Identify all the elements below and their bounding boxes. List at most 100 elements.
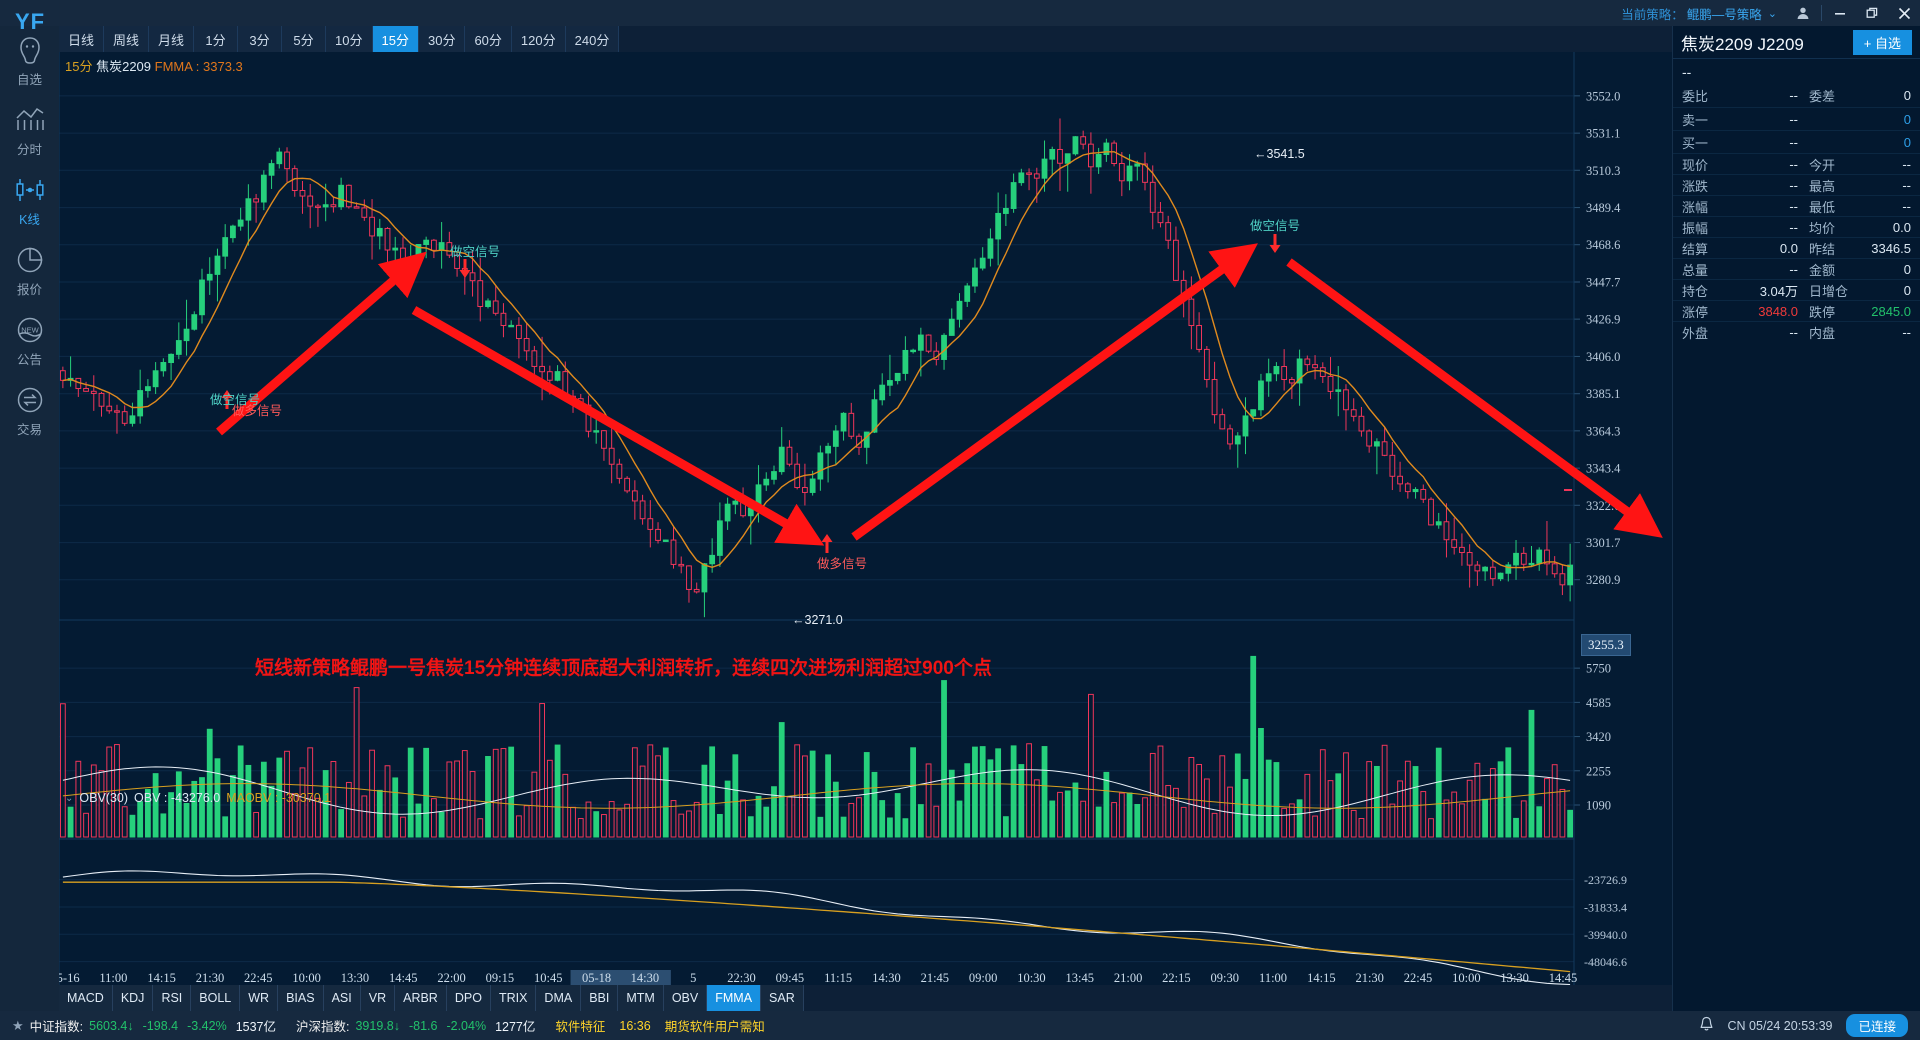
connection-badge: 已连接 xyxy=(1846,1014,1908,1037)
timeframe-tab[interactable]: 月线 xyxy=(149,26,195,52)
quote-label-2: 昨结 xyxy=(1809,241,1836,257)
indicator-tab-bbi[interactable]: BBI xyxy=(581,985,619,1011)
legend-instrument: 焦炭2209 xyxy=(96,59,152,74)
restore-button[interactable] xyxy=(1856,0,1888,26)
indicator-tab-rsi[interactable]: RSI xyxy=(153,985,192,1011)
quote-value: -- xyxy=(1789,111,1798,127)
chevron-down-icon[interactable]: ⌄ xyxy=(1767,7,1777,20)
timeframe-tab[interactable]: 240分 xyxy=(565,26,620,52)
indicator-tab-dpo[interactable]: DPO xyxy=(446,985,491,1011)
time-axis-tick: 11:15 xyxy=(824,971,852,985)
minimize-button[interactable] xyxy=(1824,0,1856,26)
title-bar: 当前策略： 鲲鹏—号策略 ⌄ xyxy=(0,0,1920,26)
obv-line xyxy=(62,870,1571,985)
notice-text[interactable]: 期货软件用户需知 xyxy=(664,1020,765,1034)
indicator-tab-fmma[interactable]: FMMA xyxy=(707,985,762,1011)
add-to-watchlist-button[interactable]: + 自选 xyxy=(1852,29,1912,55)
quote-rows: 委比 -- 委差 0 卖一 -- 0 买一 -- 0 现价 -- 今开 -- 涨跌 -- 最高 -- 涨幅 -- 最低 -… xyxy=(1673,84,1920,342)
indicator-tab-asi[interactable]: ASI xyxy=(323,985,361,1011)
time-axis-tick: 09:30 xyxy=(1210,971,1238,985)
timeframe-tab[interactable]: 60分 xyxy=(465,26,512,52)
short-signal-arrow xyxy=(459,259,471,278)
indicator-tab-obv[interactable]: OBV xyxy=(663,985,708,1011)
timeframe-tab[interactable]: 日线 xyxy=(59,26,105,52)
chart-marker-label: 做多信号 xyxy=(232,403,282,418)
chart-marker-label: ←3271.0 xyxy=(792,613,843,627)
chart-annotation-text: 短线新策略鲲鹏一号焦炭15分钟连续顶底超大利润转折，连续四次进场利润超过900个… xyxy=(255,658,992,679)
indicator-tab-sar[interactable]: SAR xyxy=(761,985,804,1011)
indicator-tab-trix[interactable]: TRIX xyxy=(490,985,537,1011)
time-axis-tick: 13:30 xyxy=(1500,971,1528,985)
close-button[interactable] xyxy=(1888,0,1920,26)
timeframe-tab[interactable]: 3分 xyxy=(238,26,283,52)
chart-marker-label: 做多信号 xyxy=(817,556,867,571)
timeframe-tab[interactable]: 1分 xyxy=(194,26,239,52)
timeframe-tab[interactable]: 120分 xyxy=(511,26,566,52)
current-strategy-value[interactable]: 鲲鹏—号策略 xyxy=(1686,7,1762,22)
quote-value: -- xyxy=(1789,134,1798,150)
obv-panel-header: ⌄ OBV(30) OBV : -43276.0 MAOBV : -30370.… xyxy=(59,789,1672,807)
indicator-tab-boll[interactable]: BOLL xyxy=(191,985,241,1011)
timeframe-tab[interactable]: 周线 xyxy=(104,26,150,52)
bell-icon[interactable] xyxy=(1699,1016,1714,1035)
time-axis-tick: 21:45 xyxy=(921,971,949,985)
volume-axis-tick: 5750 xyxy=(1586,662,1611,676)
short-signal-arrow xyxy=(1269,234,1281,253)
price-axis-tick: 3531.1 xyxy=(1586,127,1620,141)
time-axis-tick: 14:15 xyxy=(1307,971,1335,985)
notice-tag[interactable]: 软件特征 xyxy=(555,1020,606,1034)
quote-value: -- xyxy=(1789,324,1798,340)
chart-area[interactable]: 15分 焦炭2209 FMMA : 3373.3 3552.0 3531.1 351… xyxy=(59,52,1672,985)
indicator-tab-dma[interactable]: DMA xyxy=(536,985,582,1011)
indicator-tab-kdj[interactable]: KDJ xyxy=(112,985,154,1011)
chevron-down-icon[interactable]: ⌄ xyxy=(65,792,74,804)
quote-row: 结算 0.0 昨结 3346.5 xyxy=(1673,237,1920,258)
price-axis-tick: 3510.3 xyxy=(1586,164,1620,178)
timeframe-tab[interactable]: 5分 xyxy=(282,26,327,52)
time-axis-tick: 21:30 xyxy=(196,971,224,985)
star-icon[interactable]: ★ xyxy=(12,1017,24,1033)
sidebar-item-timeline[interactable]: 分时 xyxy=(0,96,59,166)
indicator-tab-bias[interactable]: BIAS xyxy=(278,985,324,1011)
time-axis-tick: 11:00 xyxy=(1259,971,1287,985)
time-axis-tick: 21:00 xyxy=(1114,971,1142,985)
quote-row: 委比 -- 委差 0 xyxy=(1673,84,1920,107)
chart-marker-label: 做空信号 xyxy=(210,392,260,407)
index-value: 3919.8↓ xyxy=(355,1018,400,1033)
time-axis-tick: 22:00 xyxy=(437,971,465,985)
indicator-tab-vr[interactable]: VR xyxy=(360,985,396,1011)
quote-label-2: 均价 xyxy=(1809,220,1836,236)
time-axis-tick: 14:45 xyxy=(389,971,417,985)
volume-axis-tick: 4585 xyxy=(1586,696,1611,710)
user-icon[interactable] xyxy=(1787,0,1819,26)
sidebar-item-watchlist[interactable]: 自选 xyxy=(0,26,59,96)
quote-label: 卖一 xyxy=(1682,112,1709,128)
indicator-tab-macd[interactable]: MACD xyxy=(59,985,113,1011)
sidebar-item-kline[interactable]: K线 xyxy=(0,166,59,236)
quote-value: -- xyxy=(1789,156,1798,172)
status-right-group: CN 05/24 20:53:39 已连接 xyxy=(1699,1011,1920,1040)
quote-value-2: 0 xyxy=(1903,88,1911,103)
chart-marker-label: ←3541.5 xyxy=(1254,147,1305,161)
sidebar-item-quotes[interactable]: 报价 xyxy=(0,236,59,306)
pie-icon xyxy=(16,245,44,275)
timeframe-tab[interactable]: 10分 xyxy=(326,26,373,52)
indicator-tab-mtm[interactable]: MTM xyxy=(618,985,664,1011)
time-axis-tick: 22:30 xyxy=(727,971,755,985)
indicator-tab-wr[interactable]: WR xyxy=(240,985,279,1011)
quote-label: 买一 xyxy=(1682,135,1709,151)
timeframe-tab[interactable]: 30分 xyxy=(418,26,466,52)
maobv-value: MAOBV : -30370.1 xyxy=(226,791,332,805)
legend-timeframe: 15分 xyxy=(65,59,93,74)
timeframe-tab-active[interactable]: 15分 xyxy=(372,26,419,52)
quote-row: 买一 -- 0 xyxy=(1673,130,1920,153)
volume-series xyxy=(59,655,1574,838)
time-axis-tick: 10:45 xyxy=(534,971,562,985)
time-axis-tick: 13:45 xyxy=(1066,971,1094,985)
sidebar-item-trade[interactable]: 交易 xyxy=(0,376,59,446)
sidebar-item-announcements[interactable]: NEW 公告 xyxy=(0,306,59,376)
indicator-tab-arbr[interactable]: ARBR xyxy=(395,985,447,1011)
time-axis: 05-16 11:00 14:15 21:30 22:45 10:00 13:30 14:45… xyxy=(59,970,1577,985)
time-axis-tick: 22:45 xyxy=(244,971,272,985)
time-axis-tick: 14:30 xyxy=(872,971,900,985)
